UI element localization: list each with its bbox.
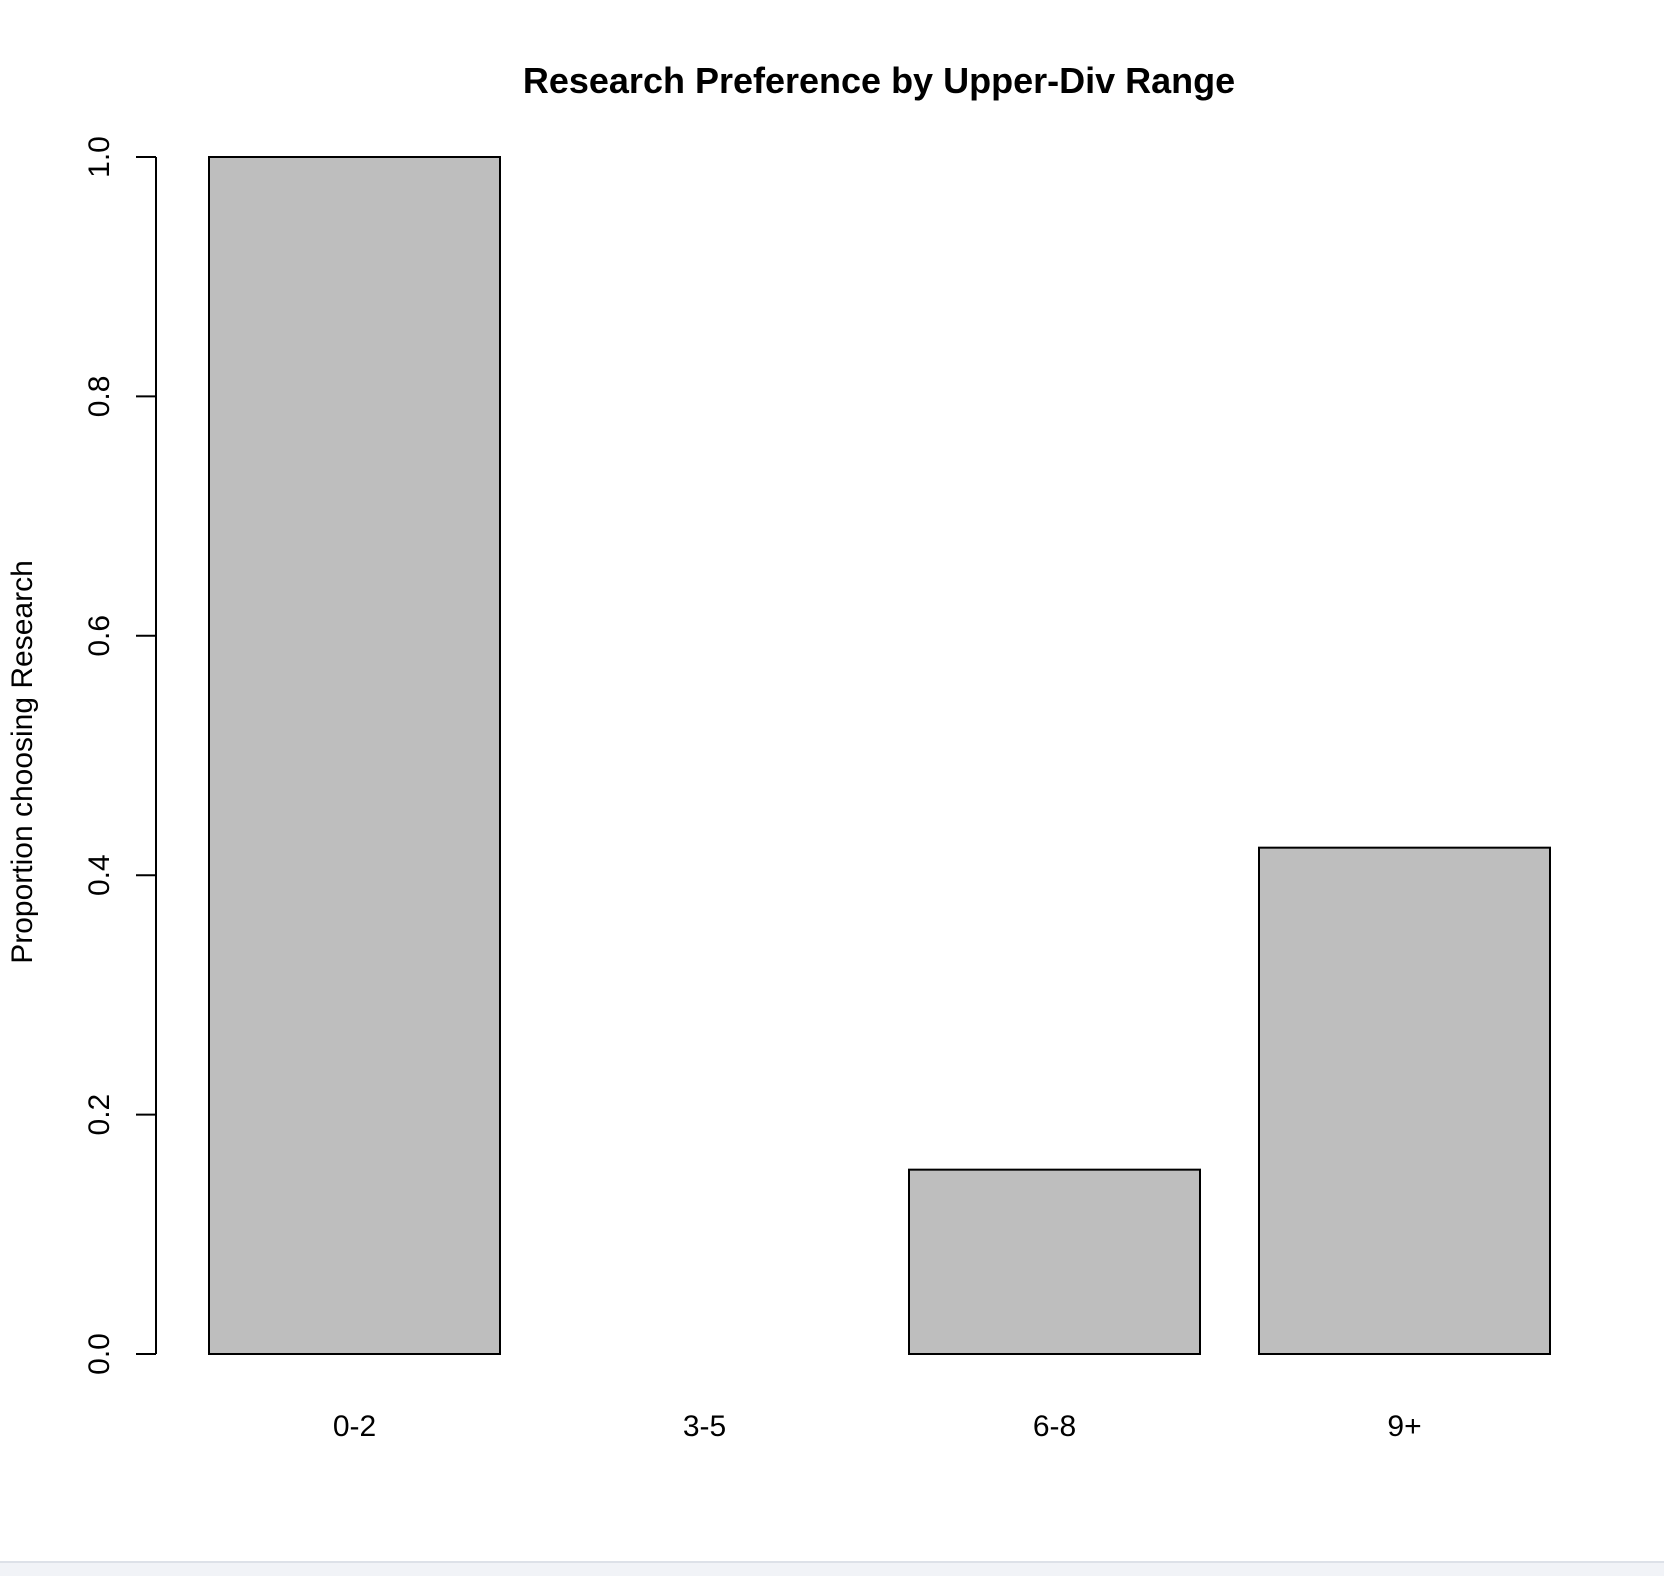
y-tick-label: 0.4 [83, 854, 116, 896]
y-axis-label: Proportion choosing Research [6, 560, 39, 964]
y-tick-label: 0.8 [83, 376, 116, 418]
bar-6-8 [908, 1168, 1201, 1355]
chart-title: Research Preference by Upper-Div Range [523, 60, 1235, 101]
bars [208, 156, 1551, 1355]
x-category-label: 6-8 [1033, 1410, 1076, 1443]
x-category-label: 9+ [1387, 1410, 1421, 1443]
x-category-label: 3-5 [683, 1410, 726, 1443]
bar-9+ [1258, 846, 1551, 1355]
x-axis-category-labels: 0-2 3-5 6-8 9+ [333, 1410, 1422, 1443]
window-bottom-edge [0, 1561, 1664, 1576]
y-tick-label: 0.0 [83, 1333, 116, 1375]
y-axis-ticks: 0.0 0.2 0.4 0.6 0.8 1.0 [83, 136, 156, 1375]
bar-0-2 [208, 156, 501, 1355]
y-tick-label: 0.2 [83, 1094, 116, 1136]
y-tick-label: 1.0 [83, 136, 116, 178]
x-category-label: 0-2 [333, 1410, 376, 1443]
y-tick-label: 0.6 [83, 615, 116, 657]
